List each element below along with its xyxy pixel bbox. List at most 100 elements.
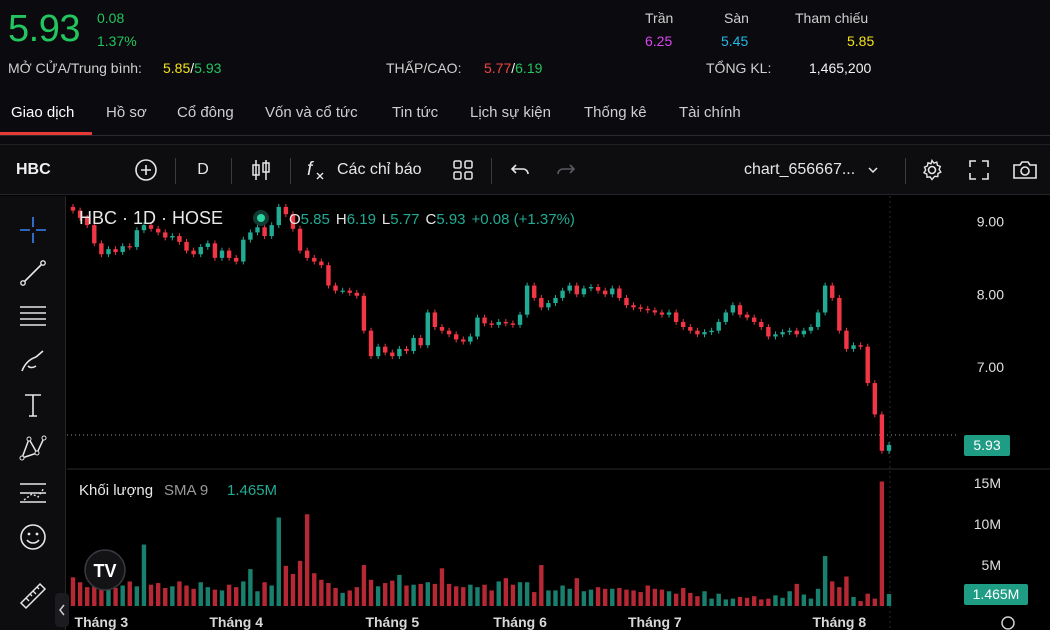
forecast-tool[interactable] [16, 476, 50, 510]
candle-body [524, 285, 530, 315]
candle-body [851, 345, 856, 349]
pattern-tool[interactable] [16, 432, 50, 466]
volume-bar [673, 593, 679, 606]
candle-body [226, 250, 232, 258]
tab-lich-su-kien[interactable]: Lịch sự kiện [470, 104, 551, 121]
high-value: 6.19 [347, 211, 376, 228]
volume-bar [702, 591, 707, 606]
chart-type-button[interactable] [247, 157, 275, 183]
candle-body [304, 250, 310, 258]
volume-tick-label: 10M [974, 516, 1001, 532]
volume-tick-label: 5M [982, 557, 1001, 573]
volume-tick-label: 15M [974, 475, 1001, 491]
tab-tin-tuc[interactable]: Tin tức [392, 104, 439, 121]
compare-button[interactable] [133, 157, 159, 183]
collapse-toolbar-button[interactable] [55, 593, 69, 627]
volume-bar [716, 593, 721, 606]
volume-bar [205, 587, 211, 606]
camera-icon [1013, 161, 1037, 179]
trend-line-tool[interactable] [16, 256, 50, 290]
volume-bar [666, 591, 672, 606]
volume-bar [432, 583, 438, 606]
settings-button[interactable] [919, 157, 945, 183]
fullscreen-button[interactable] [966, 157, 992, 183]
candle-body [432, 312, 438, 328]
volume-bar [368, 579, 374, 606]
candle-body [482, 317, 487, 324]
interval-button[interactable]: D [197, 161, 209, 178]
indicators-button[interactable]: f Các chỉ báo [305, 157, 430, 183]
candle-body [567, 285, 572, 291]
volume-bar [269, 585, 274, 606]
volume-bar [170, 586, 175, 606]
toolbar-divider [290, 158, 291, 184]
chart-area[interactable]: 9.00 8.00 7.00 15M 10M 5M 5.93 1.465M Tháng 3 Thá… [67, 196, 1050, 630]
measure-tool[interactable] [16, 579, 50, 613]
snapshot-button[interactable] [1011, 157, 1039, 183]
tab-thong-ke[interactable]: Thống kê [584, 104, 647, 121]
volume-bar [539, 565, 544, 606]
volume-bar [468, 584, 473, 606]
crosshair-tool[interactable] [16, 213, 50, 247]
candle-body [822, 285, 828, 313]
axis-settings-button[interactable] [1001, 616, 1015, 630]
volume-bar [815, 588, 821, 606]
redo-button[interactable] [553, 157, 579, 183]
chevron-down-icon [868, 167, 878, 174]
price-tick-label: 7.00 [977, 359, 1004, 375]
candle-body [461, 339, 466, 342]
volume-bar [134, 586, 140, 606]
plus-circle-icon [135, 159, 157, 181]
svg-text:f: f [307, 159, 314, 180]
volume-bar [830, 581, 835, 606]
volume-bar [744, 597, 750, 606]
function-icon: f [307, 159, 324, 180]
horizontal-lines-tool[interactable] [16, 300, 50, 334]
tradingview-logo[interactable]: TV [84, 549, 126, 591]
undo-button[interactable] [507, 157, 533, 183]
brush-tool[interactable] [16, 344, 50, 378]
volume-bar [84, 587, 90, 606]
price-chart[interactable]: 9.00 8.00 7.00 15M 10M 5M 5.93 1.465M Tháng 3 Thá… [67, 196, 1050, 630]
layouts-button[interactable] [450, 157, 476, 183]
reference-label: Tham chiếu [795, 10, 869, 26]
month-label: Tháng 8 [812, 614, 866, 630]
tab-giao-dich[interactable]: Giao dịch [11, 104, 75, 121]
candle-body [737, 305, 743, 315]
candle-body [688, 327, 693, 331]
tab-bar: Giao dịch Hồ sơ Cổ đông Vốn và cổ tức Ti… [0, 96, 1050, 136]
price-change-percent: 1.37% [97, 33, 137, 49]
quote-header: 5.93 0.08 1.37% MỞ CỬA/Trung bình: 5.85/… [0, 0, 1050, 90]
candle-body [631, 305, 636, 308]
volume-bar [326, 583, 331, 606]
tab-tai-chinh[interactable]: Tài chính [679, 104, 741, 121]
volume-bar [517, 582, 523, 606]
emoji-tool[interactable] [16, 520, 50, 554]
candle-body [319, 261, 324, 266]
tab-co-dong[interactable]: Cổ đông [177, 104, 234, 121]
candle-body [865, 346, 870, 384]
volume-bar [780, 597, 785, 606]
tab-ho-so[interactable]: Hồ sơ [106, 104, 147, 121]
floor-label: Sàn [724, 10, 749, 26]
volume-bar [773, 595, 778, 606]
candle-body [773, 334, 778, 337]
candle-body [681, 321, 686, 328]
volume-bar [737, 596, 743, 606]
layout-selector[interactable]: chart_656667... [744, 157, 894, 183]
tab-von-va-co-tuc[interactable]: Vốn và cổ tức [265, 104, 358, 121]
forecast-icon [20, 483, 46, 503]
candle-body [198, 246, 203, 255]
toolbar-divider [231, 158, 232, 184]
symbol-search[interactable]: HBC [16, 161, 51, 178]
crosshair-icon [20, 217, 46, 243]
candle-body [695, 330, 700, 335]
candle-body [404, 348, 409, 352]
volume-bar [283, 565, 289, 606]
volume-bar [581, 591, 587, 606]
price-tick-label: 9.00 [977, 213, 1004, 229]
volume-bar [723, 599, 728, 606]
text-tool[interactable] [16, 388, 50, 422]
candle-body [638, 307, 643, 309]
candle-body [99, 243, 104, 255]
